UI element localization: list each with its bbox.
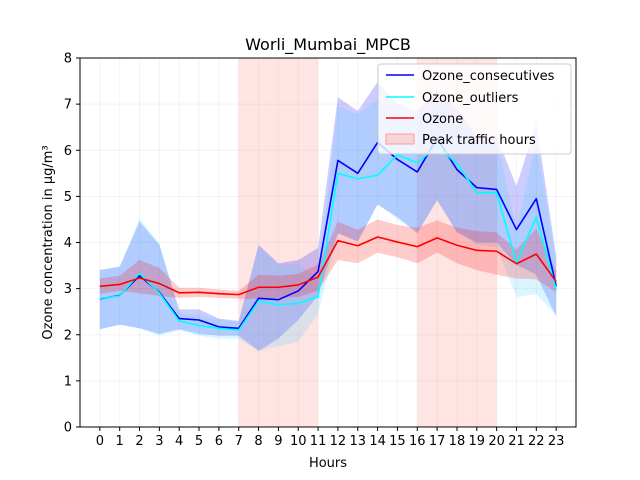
x-tick-label: 8 [254,434,262,449]
x-tick-label: 17 [429,434,446,449]
x-tick-label: 20 [488,434,505,449]
legend-swatch-peak-traffic [385,133,415,145]
x-tick-label: 23 [548,434,565,449]
x-tick-label: 15 [389,434,406,449]
x-tick-label: 19 [469,434,486,449]
series-line-ozone-consecutives [99,137,557,330]
y-tick-label: 5 [64,190,72,205]
x-tick-label: 2 [135,434,143,449]
legend-items: Ozone_consecutives Ozone_outliers Ozone Pea… [385,69,555,148]
x-tick-label: 10 [290,434,307,449]
x-tick-label: 7 [235,434,243,449]
x-tick-label: 3 [155,434,163,449]
y-tick-label: 1 [64,374,72,389]
x-tick-label: 4 [175,434,183,449]
legend-label-ozone-outliers: Ozone_outliers [422,91,519,106]
series-line-ozone-outliers [99,145,557,331]
x-axis-ticks: 0 1 2 3 4 5 6 7 8 9 10 11 12 13 14 15 16 17 18 19 20 21 22 23 [96,427,565,449]
x-tick-label: 9 [274,434,282,449]
x-tick-label: 11 [310,434,327,449]
legend-box [377,63,572,155]
y-axis-label: Ozone concentration in µg/m³ [41,145,56,339]
y-tick-label: 8 [64,52,72,67]
x-axis-label: Hours [309,456,347,471]
x-tick-label: 22 [528,434,545,449]
legend: Ozone_consecutives Ozone_outliers Ozone Pea… [377,63,572,155]
chart-title: Worli_Mumbai_MPCB [245,35,411,55]
legend-label-peak-traffic: Peak traffic hours [422,133,536,148]
y-tick-label: 0 [64,421,72,436]
y-axis-ticks: 0 1 2 3 4 5 6 7 8 [64,52,80,436]
x-tick-label: 14 [369,434,386,449]
x-tick-label: 12 [330,434,347,449]
series-line-ozone [99,236,557,296]
x-tick-label: 21 [508,434,525,449]
legend-label-ozone: Ozone [422,112,463,127]
x-tick-label: 18 [449,434,466,449]
y-tick-label: 7 [64,98,72,113]
x-tick-label: 1 [116,434,124,449]
x-tick-label: 6 [215,434,223,449]
peak-traffic-span-0 [238,58,319,427]
series-lines [99,137,557,331]
y-tick-label: 3 [64,282,72,297]
x-tick-label: 0 [96,434,104,449]
legend-label-ozone-consecutives: Ozone_consecutives [422,69,555,84]
x-tick-label: 16 [409,434,426,449]
y-tick-label: 2 [64,328,72,343]
x-tick-label: 5 [195,434,203,449]
y-tick-label: 6 [64,144,72,159]
y-tick-label: 4 [64,236,72,251]
band-ozone-outliers [99,99,557,351]
x-tick-label: 13 [349,434,366,449]
